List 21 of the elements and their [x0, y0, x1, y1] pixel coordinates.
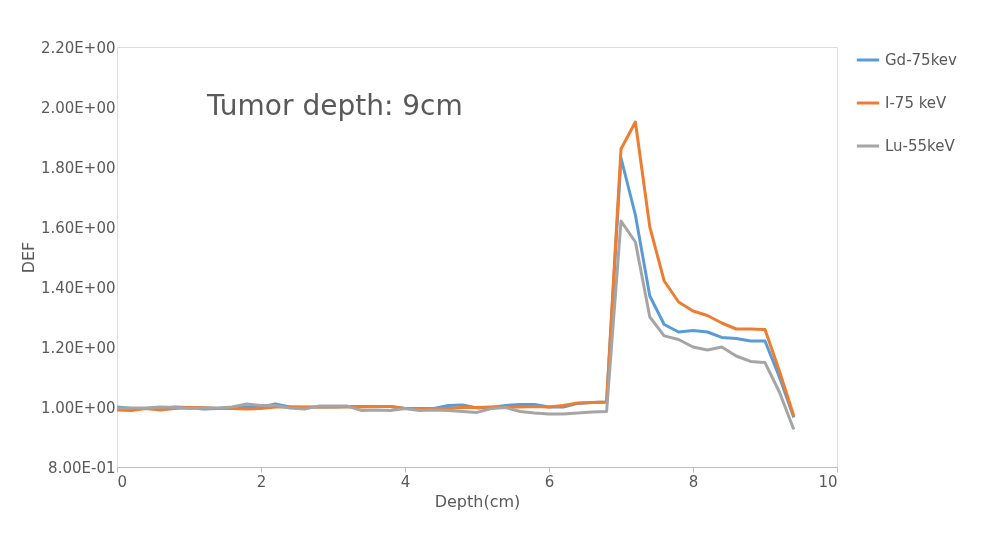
y-tick-label: 1.00E+00 [40, 398, 116, 417]
y-tick-label: 1.60E+00 [40, 218, 116, 237]
y-tick-label: 2.20E+00 [40, 38, 116, 57]
x-tick-label: 4 [400, 472, 411, 491]
y-tick-label: 2.00E+00 [40, 98, 116, 117]
legend-label: Lu-55keV [885, 137, 956, 155]
line-series [115, 219, 796, 431]
x-tick-label: 2 [256, 472, 267, 491]
x-tick-label: 10 [818, 472, 838, 491]
annotation: Tumor depth: 9cm [206, 89, 463, 122]
y-tick-label: 1.40E+00 [40, 278, 116, 297]
x-tick-label: 0 [117, 472, 128, 491]
legend-label: I-75 keV [885, 94, 948, 112]
x-tick-label: 8 [688, 472, 699, 491]
x-tick-label: 6 [544, 472, 555, 491]
y-tick-label: 8.00E-01 [48, 458, 116, 477]
x-axis-title: Depth(cm) [434, 491, 521, 511]
legend-label: Gd-75kev [885, 51, 958, 69]
y-tick-label: 1.80E+00 [40, 158, 116, 177]
y-tick-label: 1.20E+00 [40, 338, 116, 357]
y-axis-title: DEF [18, 241, 38, 274]
